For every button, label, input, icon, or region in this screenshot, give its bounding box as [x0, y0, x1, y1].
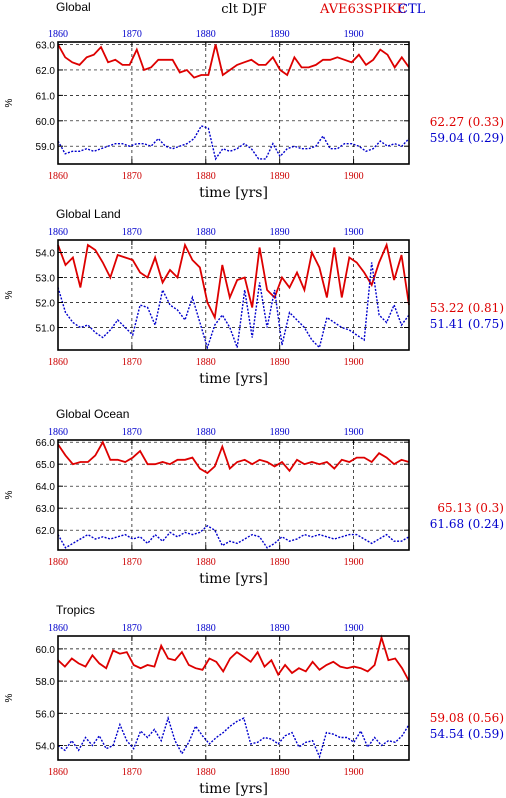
xtick-label-bottom: 1860: [48, 557, 68, 568]
xtick-label-bottom: 1900: [344, 767, 364, 778]
ytick-label: 56.0: [36, 709, 56, 720]
xtick-label-bottom: 1880: [196, 557, 216, 568]
xtick-label-top: 1900: [344, 623, 364, 634]
ytick-label: 58.0: [36, 677, 56, 688]
x-axis-label: time [yrs]: [199, 781, 268, 797]
xtick-label-bottom: 1890: [270, 357, 290, 368]
plot-frame: [57, 635, 410, 761]
xtick-label-top: 1880: [196, 427, 216, 438]
ytick-label: 59.0: [36, 142, 56, 153]
y-axis-label: %: [4, 98, 15, 107]
xtick-label-bottom: 1860: [48, 357, 68, 368]
panel-title: Global: [56, 0, 91, 14]
xtick-label-top: 1860: [48, 227, 68, 238]
y-axis-label: %: [4, 490, 15, 499]
xtick-label-top: 1890: [270, 427, 290, 438]
y-axis-label: %: [4, 693, 15, 702]
x-axis-label: time [yrs]: [199, 571, 268, 587]
series-line-experiment: [57, 634, 410, 682]
panel-1: Global Land 51.0 52.0 53.0 54.0 1860 1860 1870 1…: [4, 207, 504, 387]
panel-0: Global59.060.061.062.063.018601860187018…: [4, 0, 504, 201]
ytick-label: 63.0: [36, 41, 56, 52]
header-control-label: CTL: [398, 2, 426, 17]
ytick-label: 64.0: [36, 482, 56, 493]
series-line-control: [57, 524, 410, 549]
plot-frame: [57, 439, 410, 551]
series-stat-experiment: 53.22 (0.81): [430, 301, 504, 315]
xtick-label-top: 1900: [344, 29, 364, 40]
xtick-label-top: 1900: [344, 427, 364, 438]
series-stat-control: 54.54 (0.59): [430, 727, 504, 741]
xtick-label-bottom: 1900: [344, 171, 364, 182]
ytick-label: 61.0: [36, 91, 56, 102]
ytick-label: 53.0: [36, 274, 56, 285]
xtick-label-bottom: 1890: [270, 767, 290, 778]
series-stat-experiment: 65.13 (0.3): [437, 501, 504, 515]
x-axis-label: time [yrs]: [199, 371, 268, 387]
panel-3: Tropics 54.0 56.0 58.0 60.0 1860 1860 1870 1870 1…: [4, 603, 504, 797]
series-stat-control: 59.04 (0.29): [430, 131, 504, 145]
xtick-label-top: 1890: [270, 227, 290, 238]
header-experiment-label: AVE63SPIKE: [319, 2, 406, 17]
series-stat-experiment: 62.27 (0.33): [430, 115, 504, 129]
y-axis-label: %: [4, 290, 15, 299]
xtick-label-bottom: 1860: [48, 171, 68, 182]
xtick-label-top: 1890: [270, 29, 290, 40]
xtick-label-bottom: 1900: [344, 357, 364, 368]
series-line-experiment: [57, 44, 410, 79]
xtick-label-bottom: 1890: [270, 557, 290, 568]
xtick-label-top: 1880: [196, 29, 216, 40]
xtick-label-top: 1900: [344, 227, 364, 238]
xtick-label-top: 1870: [122, 227, 142, 238]
plot-frame: [57, 239, 410, 351]
ytick-label: 65.0: [36, 460, 56, 471]
xtick-label-bottom: 1870: [122, 171, 142, 182]
ytick-label: 52.0: [36, 299, 56, 310]
xtick-label-bottom: 1870: [122, 557, 142, 568]
xtick-label-bottom: 1890: [270, 171, 290, 182]
xtick-label-bottom: 1900: [344, 557, 364, 568]
xtick-label-bottom: 1880: [196, 171, 216, 182]
series-stat-control: 51.41 (0.75): [430, 317, 504, 331]
xtick-label-top: 1880: [196, 623, 216, 634]
series-line-control: [57, 125, 410, 161]
ytick-label: 60.0: [36, 117, 56, 128]
series-line-control: [57, 262, 410, 350]
xtick-label-top: 1870: [122, 623, 142, 634]
panel-title: Global Ocean: [56, 407, 129, 421]
series-line-control: [57, 715, 410, 759]
series-line-experiment: [57, 242, 410, 321]
ytick-label: 60.0: [36, 645, 56, 656]
ytick-label: 66.0: [36, 438, 56, 449]
xtick-label-top: 1860: [48, 623, 68, 634]
series-line-experiment: [57, 440, 410, 475]
ytick-label: 54.0: [36, 249, 56, 260]
xtick-label-top: 1860: [48, 427, 68, 438]
ytick-label: 62.0: [36, 526, 56, 537]
panel-2: Global Ocean62.063.064.065.066.018601860…: [4, 407, 504, 587]
xtick-label-bottom: 1860: [48, 767, 68, 778]
ytick-label: 54.0: [36, 742, 56, 753]
xtick-label-bottom: 1870: [122, 767, 142, 778]
xtick-label-top: 1880: [196, 227, 216, 238]
xtick-label-bottom: 1880: [196, 357, 216, 368]
header-variable-season: clt DJF: [221, 2, 266, 17]
panel-title: Global Land: [56, 207, 121, 221]
xtick-label-top: 1890: [270, 623, 290, 634]
xtick-label-top: 1860: [48, 29, 68, 40]
ytick-label: 51.0: [36, 324, 56, 335]
series-stat-experiment: 59.08 (0.56): [430, 711, 504, 725]
x-axis-label: time [yrs]: [199, 185, 268, 201]
xtick-label-top: 1870: [122, 427, 142, 438]
xtick-label-bottom: 1870: [122, 357, 142, 368]
plot-frame: [57, 41, 410, 165]
ytick-label: 62.0: [36, 66, 56, 77]
xtick-label-bottom: 1880: [196, 767, 216, 778]
xtick-label-top: 1870: [122, 29, 142, 40]
ytick-label: 63.0: [36, 504, 56, 515]
panel-title: Tropics: [56, 603, 95, 617]
series-stat-control: 61.68 (0.24): [430, 517, 504, 531]
